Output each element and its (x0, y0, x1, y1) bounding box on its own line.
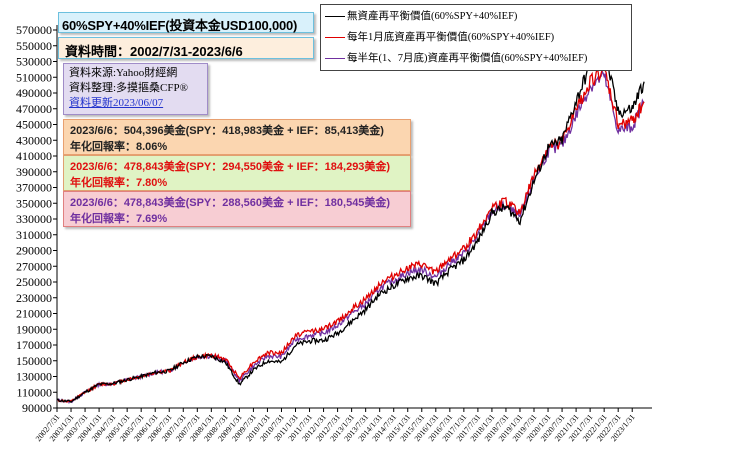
result-semiannual: 2023/6/6：478,843美金(SPY：288,560美金 + IEF：1… (63, 191, 411, 227)
update-link[interactable]: 資料更新2023/06/07 (69, 97, 164, 109)
result-return: 年化回報率：8.06% (70, 141, 168, 153)
legend-swatch (325, 37, 345, 39)
result-return: 年化回報率：7.69% (70, 213, 168, 225)
y-tick-label: 450000 (16, 118, 52, 132)
y-tick-label: 510000 (16, 70, 52, 84)
series-line-0 (56, 47, 645, 404)
y-tick-label: 270000 (16, 259, 52, 273)
y-tick-label: 150000 (16, 354, 52, 368)
source-box: 資料來源:Yahoo財經網 資料整理:多摸摳桑CFP® 資料更新2023/06/… (63, 63, 208, 115)
y-tick-label: 530000 (16, 55, 52, 69)
y-tick-label: 190000 (16, 322, 52, 336)
y-tick-label: 210000 (16, 307, 52, 321)
y-tick-label: 410000 (16, 149, 52, 163)
legend-label: 無資產再平衡價值(60%SPY+40%IEF) (347, 11, 518, 22)
result-no-rebalance: 2023/6/6：504,396美金(SPY：418,983美金 + IEF：8… (63, 119, 411, 155)
y-tick-label: 570000 (16, 23, 52, 37)
legend-item-annual: 每年1月底資產再平衡價值(60%SPY+40%IEF) (325, 29, 554, 44)
legend-item-semiannual: 每半年(1、7月底)資產再平衡價值(60%SPY+40%IEF) (325, 50, 587, 65)
result-return: 年化回報率：7.80% (70, 177, 168, 189)
y-tick-label: 430000 (16, 133, 52, 147)
y-tick-label: 370000 (16, 181, 52, 195)
result-value: 2023/6/6：478,843美金(SPY：294,550美金 + IEF：1… (70, 161, 391, 173)
source-line: 資料來源:Yahoo財經網 (69, 67, 178, 79)
chart-title: 60%SPY+40%IEF(投資本金USD100,000) (58, 12, 314, 33)
y-tick-label: 170000 (16, 338, 52, 352)
result-annual: 2023/6/6：478,843美金(SPY：294,550美金 + IEF：1… (63, 155, 411, 191)
y-tick-label: 390000 (16, 165, 52, 179)
y-tick-label: 230000 (16, 291, 52, 305)
legend: 無資產再平衡價值(60%SPY+40%IEF) 每年1月底資產再平衡價值(60%… (320, 4, 632, 71)
legend-label: 每年1月底資產再平衡價值(60%SPY+40%IEF) (347, 32, 555, 43)
y-tick-label: 470000 (16, 102, 52, 116)
y-tick-label: 490000 (16, 86, 52, 100)
y-tick-label: 90000 (22, 401, 52, 415)
legend-item-no-rebalance: 無資產再平衡價值(60%SPY+40%IEF) (325, 8, 517, 23)
legend-swatch (325, 16, 345, 18)
y-tick-label: 310000 (16, 228, 52, 242)
y-tick-label: 290000 (16, 244, 52, 258)
legend-swatch (325, 58, 345, 60)
y-tick-label: 330000 (16, 212, 52, 226)
result-value: 2023/6/6：478,843美金(SPY：288,560美金 + IEF：1… (70, 197, 391, 209)
legend-label: 每半年(1、7月底)資產再平衡價值(60%SPY+40%IEF) (347, 53, 588, 64)
data-period: 資料時間：2002/7/31-2023/6/6 (58, 37, 314, 59)
y-tick-label: 130000 (16, 370, 52, 384)
author-line: 資料整理:多摸摳桑CFP® (69, 82, 188, 94)
y-tick-label: 110000 (16, 385, 52, 399)
y-tick-label: 250000 (16, 275, 52, 289)
y-tick-label: 350000 (16, 196, 52, 210)
result-value: 2023/6/6：504,396美金(SPY：418,983美金 + IEF：8… (70, 125, 384, 137)
y-tick-label: 550000 (16, 39, 52, 53)
